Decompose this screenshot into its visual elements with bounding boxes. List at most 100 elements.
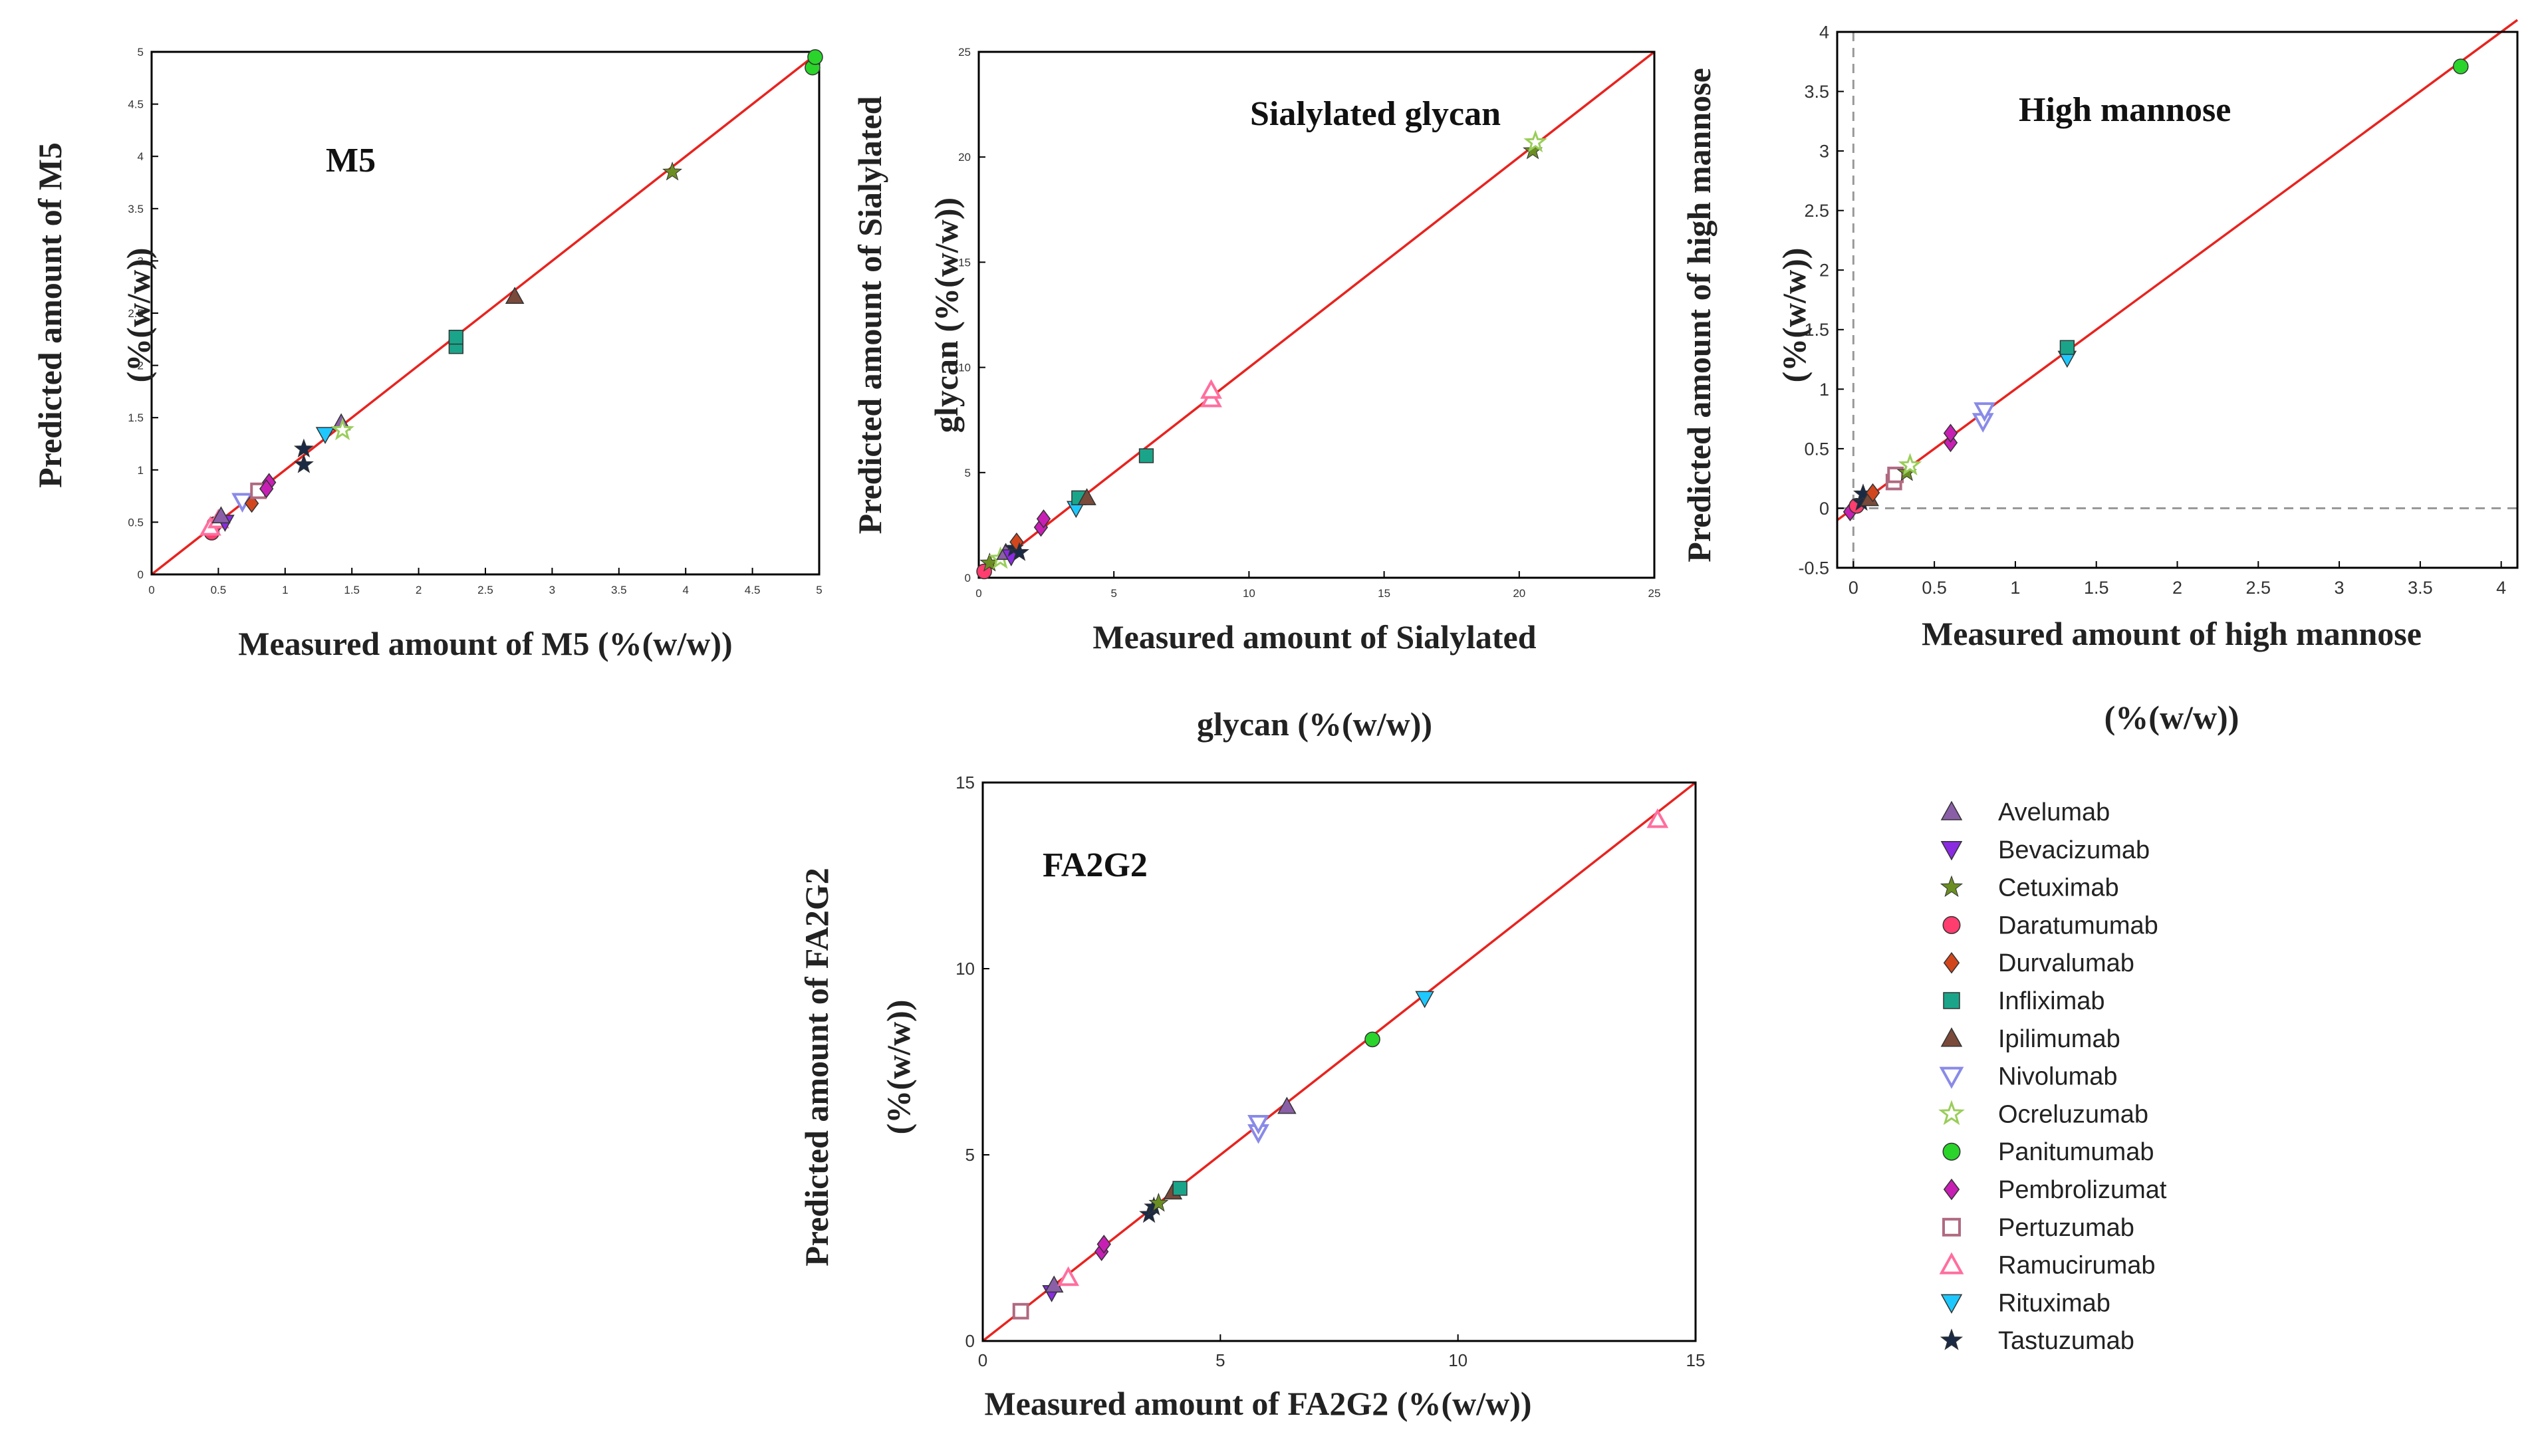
data-point-cetuximab — [662, 162, 683, 181]
legend-item: Bevacizumab — [1940, 836, 2150, 864]
data-point-pembrolizumat — [1036, 509, 1051, 529]
chart-title: High mannose — [2019, 91, 2231, 129]
x-tick-label: 5 — [1110, 587, 1116, 600]
y-tick-label: 4 — [1819, 22, 1829, 42]
data-point-ocreluzumab — [1898, 453, 1922, 476]
y-axis-label: Predicted amount of FA2G2 — [798, 868, 835, 1266]
y-tick-label: 2.5 — [128, 307, 144, 320]
data-point-tastuzumab — [293, 454, 314, 473]
x-tick-label: 3.5 — [611, 584, 627, 596]
y-axis-label: glycan (%(w/w)) — [928, 197, 965, 433]
x-tick-label: 0.5 — [211, 584, 227, 596]
legend-marker-rituximab — [1940, 1294, 1963, 1314]
y-tick-label: 3 — [1819, 142, 1829, 162]
x-tick-label: 0 — [148, 584, 154, 596]
legend-item: Ipilimumab — [1940, 1025, 2120, 1053]
y-axis-label: (%(w/w)) — [880, 1000, 917, 1135]
data-point-tastuzumab — [293, 438, 314, 458]
y-tick-label: 25 — [958, 46, 971, 59]
legend-item: Ramucirumab — [1939, 1252, 2156, 1280]
y-tick-label: -0.5 — [1798, 558, 1829, 578]
data-point-pembrolizumat — [259, 479, 274, 499]
x-tick-label: 1 — [282, 584, 288, 596]
y-tick-label: 3.5 — [1804, 82, 1829, 102]
data-point-tastuzumab — [1009, 542, 1030, 561]
chart-high-mannose: 0 0.5 1 1.5 2 2.5 3 3.5 4 -0.5 0 0.5 1 1.5 2 2.5 3 3.5 4 Hi… — [1680, 19, 2519, 736]
legend-item: Panitumumab — [1942, 1138, 2154, 1166]
x-tick-label: 10 — [1243, 587, 1255, 600]
y-tick-label: 2 — [1819, 261, 1829, 281]
x-tick-label: 4 — [682, 584, 688, 596]
legend-label: Infliximab — [1998, 987, 2105, 1015]
y-tick-label: 0 — [138, 568, 144, 581]
y-tick-label: 5 — [965, 1145, 975, 1165]
legend-marker-avelumab — [1940, 800, 1963, 820]
chart-fa2g2: 0 5 10 15 0 5 10 15 FA2G2 Measured amount of FA2G… — [798, 773, 1705, 1422]
legend-marker-durvalumab — [1943, 951, 1960, 974]
data-point-pertuzumab — [1012, 1302, 1029, 1320]
y-tick-label: 3.5 — [128, 203, 144, 215]
x-axis-label: (%(w/w)) — [2104, 699, 2239, 736]
y-tick-label: 5 — [965, 467, 971, 479]
legend-label: Durvalumab — [1998, 949, 2134, 977]
legend-item: Daratumumab — [1942, 911, 2158, 939]
legend-marker-bevacizumab — [1940, 841, 1963, 861]
y-tick-label: 0 — [1819, 499, 1829, 519]
legend-label: Ramucirumab — [1998, 1252, 2156, 1280]
legend-marker-infliximab — [1943, 992, 1960, 1009]
legend-item: Pertuzumab — [1942, 1214, 2134, 1242]
data-point-nivolumab — [1247, 1115, 1269, 1135]
x-tick-label: 3 — [2335, 578, 2345, 598]
x-tick-label: 5 — [816, 584, 822, 596]
y-tick-label: 2 — [138, 360, 144, 372]
legend-label: Nivolumab — [1998, 1063, 2118, 1091]
x-tick-label: 4 — [2496, 578, 2506, 598]
legend-label: Tastuzumab — [1998, 1327, 2134, 1355]
data-point-rituximab — [1415, 991, 1434, 1009]
legend-label: Panitumumab — [1998, 1138, 2154, 1166]
legend-label: Cetuximab — [1998, 874, 2119, 902]
legend-item: Pembrolizumat — [1943, 1176, 2167, 1204]
legend-marker-ramucirumab — [1939, 1252, 1964, 1274]
x-tick-label: 2.5 — [477, 584, 493, 596]
x-tick-label: 2 — [2172, 578, 2182, 598]
legend-label: Daratumumab — [1998, 911, 2158, 939]
y-tick-label: 4.5 — [128, 98, 144, 111]
y-tick-label: 4 — [138, 150, 144, 163]
x-tick-label: 0.5 — [1922, 578, 1947, 598]
x-axis-label: glycan (%(w/w)) — [1197, 705, 1432, 743]
data-point-panitumumab — [807, 49, 823, 65]
x-tick-label: 1.5 — [344, 584, 360, 596]
y-tick-label: 0 — [965, 572, 971, 584]
data-point-pembrolizumat — [1943, 424, 1958, 443]
legend-item: Tastuzumab — [1940, 1327, 2134, 1355]
y-tick-label: 20 — [958, 151, 971, 164]
legend-item: Durvalumab — [1943, 949, 2134, 977]
legend-marker-ocreluzumab — [1938, 1100, 1965, 1126]
x-tick-label: 0 — [1848, 578, 1858, 598]
x-tick-label: 1 — [2010, 578, 2020, 598]
legend-marker-daratumumab — [1942, 915, 1961, 934]
legend-item: Ocreluzumab — [1938, 1100, 2148, 1128]
x-tick-label: 0 — [978, 1350, 987, 1370]
y-tick-label: 0 — [965, 1331, 975, 1351]
x-tick-label: 2 — [416, 584, 422, 596]
x-tick-label: 25 — [1648, 587, 1661, 600]
y-tick-label: 3 — [138, 255, 144, 267]
data-point-nivolumab — [1973, 402, 1996, 422]
y-tick-label: 1 — [1819, 380, 1829, 400]
y-tick-label: 15 — [958, 256, 971, 269]
data-point-ocreluzumab — [330, 418, 354, 441]
legend-label: Rituximab — [1998, 1289, 2110, 1317]
legend-label: Bevacizumab — [1998, 836, 2150, 864]
data-point-pertuzumab — [1887, 466, 1904, 483]
legend-label: Pertuzumab — [1998, 1214, 2134, 1242]
chart-title: M5 — [326, 142, 376, 180]
data-point-pembrolizumat — [1943, 433, 1958, 453]
data-point-cetuximab — [1148, 1193, 1169, 1212]
y-tick-label: 1 — [138, 464, 144, 477]
x-tick-label: 2.5 — [2246, 578, 2271, 598]
x-tick-label: 3.5 — [2408, 578, 2433, 598]
data-point-ramucirumab — [1646, 808, 1669, 828]
